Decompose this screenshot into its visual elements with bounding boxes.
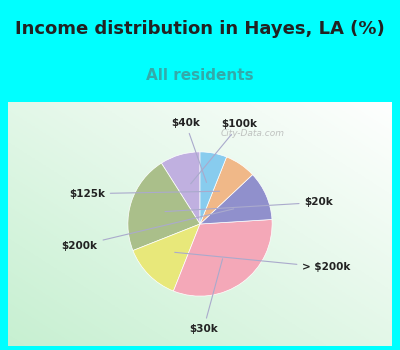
Text: $40k: $40k	[171, 118, 206, 182]
Wedge shape	[200, 175, 272, 224]
Wedge shape	[174, 219, 272, 296]
Text: > $200k: > $200k	[175, 252, 351, 272]
Text: $30k: $30k	[189, 259, 222, 334]
Wedge shape	[200, 152, 226, 224]
Text: $20k: $20k	[165, 197, 333, 212]
Wedge shape	[161, 152, 200, 224]
Wedge shape	[133, 224, 200, 291]
Wedge shape	[128, 163, 200, 251]
Text: $100k: $100k	[191, 119, 258, 184]
Text: $125k: $125k	[69, 189, 220, 199]
Text: All residents: All residents	[146, 68, 254, 83]
Wedge shape	[200, 157, 252, 224]
Text: $200k: $200k	[62, 209, 234, 251]
Text: Income distribution in Hayes, LA (%): Income distribution in Hayes, LA (%)	[15, 20, 385, 38]
Text: City-Data.com: City-Data.com	[220, 129, 284, 138]
